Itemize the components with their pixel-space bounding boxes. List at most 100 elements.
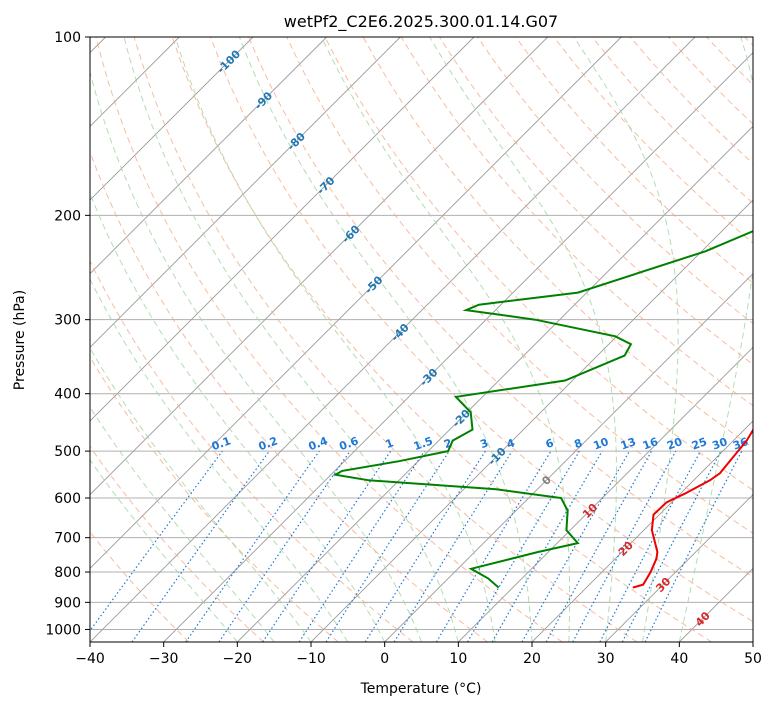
mixing-ratio-line bbox=[298, 450, 425, 642]
mixing-ratio-label: 1.5 bbox=[412, 434, 435, 453]
mixing-ratio-label: 0.6 bbox=[338, 434, 361, 453]
y-tick-label: 100 bbox=[54, 30, 81, 46]
x-tick-label: −30 bbox=[149, 651, 179, 667]
y-tick-label: 700 bbox=[54, 531, 81, 547]
dry-adiabat-line bbox=[90, 445, 264, 642]
y-tick-label: 400 bbox=[54, 387, 81, 403]
moist-adiabat-line bbox=[90, 459, 238, 642]
moist-adiabat-line bbox=[90, 406, 275, 642]
mixing-ratio-label: 30 bbox=[710, 435, 729, 453]
isotherm-line bbox=[90, 37, 327, 275]
chart-title: wetPf2_C2E6.2025.300.01.14.G07 bbox=[284, 12, 558, 32]
y-axis: 100 200 300 400 500 600 700 800 900 1000 bbox=[45, 30, 90, 638]
dry-adiabat-line bbox=[171, 37, 712, 642]
mixing-ratio-label: 16 bbox=[641, 435, 660, 453]
isotherm-line bbox=[90, 37, 401, 348]
mixing-ratio-label: 36 bbox=[731, 435, 750, 453]
moist-adiabat-line bbox=[573, 37, 679, 642]
mixing-ratio-line bbox=[393, 450, 513, 642]
moist-adiabat-line bbox=[678, 37, 753, 642]
x-axis: −40 −30 −20 −10 0 10 20 30 40 50 bbox=[75, 642, 762, 667]
mixing-ratio-line bbox=[521, 450, 631, 642]
mixing-ratio-label: 20 bbox=[665, 435, 684, 453]
moist-adiabat-line bbox=[123, 37, 459, 642]
y-axis-label: Pressure (hPa) bbox=[12, 290, 28, 390]
mixing-ratio-label: 1 bbox=[384, 436, 396, 451]
mixing-ratio-label: 0.4 bbox=[307, 434, 330, 453]
moist-adiabat-line bbox=[90, 347, 312, 642]
mixing-ratio-line bbox=[325, 450, 450, 642]
mixing-ratio-label: 10 bbox=[592, 435, 611, 453]
isotherm-line bbox=[237, 125, 753, 642]
mixing-ratio-line bbox=[644, 450, 743, 642]
mixing-ratio-line bbox=[218, 450, 351, 642]
y-tick-label: 900 bbox=[54, 595, 81, 611]
mixing-ratio-label: 0.1 bbox=[210, 434, 233, 453]
moist-adiabat-lines bbox=[90, 37, 753, 642]
mixing-ratio-label: 8 bbox=[572, 436, 584, 451]
moist-adiabat-line bbox=[90, 192, 386, 642]
mixing-ratio-line bbox=[90, 450, 223, 632]
x-tick-label: −40 bbox=[75, 651, 105, 667]
dry-adiabat-line bbox=[248, 37, 753, 578]
dry-adiabat-line bbox=[210, 37, 753, 623]
mixing-ratio-label: 2 bbox=[442, 436, 454, 451]
moist-adiabat-line bbox=[90, 70, 422, 642]
dry-adiabat-line bbox=[286, 37, 753, 534]
isotherm-line bbox=[90, 37, 475, 422]
dry-adiabat-line bbox=[95, 37, 563, 642]
mixing-ratio-line bbox=[185, 450, 320, 642]
moist-adiabat-line bbox=[429, 37, 617, 642]
dry-adiabat-line bbox=[90, 259, 414, 642]
dewpoint-profile-line bbox=[332, 230, 753, 589]
y-tick-label: 500 bbox=[54, 444, 81, 460]
x-tick-label: 10 bbox=[449, 651, 467, 667]
x-tick-label: 50 bbox=[744, 651, 762, 667]
x-tick-label: 20 bbox=[523, 651, 541, 667]
dry-adiabat-line bbox=[90, 356, 339, 642]
mixing-ratio-label: 4 bbox=[505, 436, 517, 451]
dry-adiabat-line bbox=[324, 37, 753, 491]
isotherm-line bbox=[90, 37, 254, 201]
moist-adiabat-line bbox=[90, 277, 349, 642]
isotherm-line bbox=[163, 52, 753, 642]
x-axis-label: Temperature (°C) bbox=[360, 681, 482, 697]
temperature-profile-line bbox=[632, 428, 753, 589]
mixing-ratio-label: 3 bbox=[478, 436, 490, 451]
mixing-ratio-line bbox=[545, 450, 653, 642]
y-tick-label: 1000 bbox=[45, 622, 81, 638]
mixing-ratio-line bbox=[131, 450, 270, 642]
moist-adiabat-line bbox=[238, 37, 533, 642]
plot-area: -100-90-80-70-60-50-40-30-20-10010203040… bbox=[90, 37, 753, 642]
mixing-ratio-label: 13 bbox=[619, 435, 638, 452]
mixing-ratio-line bbox=[572, 450, 677, 642]
y-tick-label: 800 bbox=[54, 565, 81, 581]
isotherm-line bbox=[384, 273, 753, 642]
plot-frame bbox=[89, 36, 754, 643]
mixing-ratio-label: 0.2 bbox=[257, 434, 280, 453]
y-tick-label: 600 bbox=[54, 491, 81, 507]
mixing-ratio-label: 25 bbox=[690, 435, 709, 452]
moist-adiabat-line bbox=[174, 37, 496, 642]
x-tick-label: 0 bbox=[380, 651, 389, 667]
mixing-ratio-label: 6 bbox=[544, 436, 556, 451]
mixing-ratio-lines bbox=[90, 450, 743, 642]
x-tick-label: −20 bbox=[223, 651, 253, 667]
x-tick-label: −10 bbox=[296, 651, 326, 667]
x-tick-label: 30 bbox=[597, 651, 615, 667]
dry-adiabat-line bbox=[515, 37, 753, 284]
isotherm-line bbox=[90, 37, 548, 496]
y-tick-label: 200 bbox=[54, 208, 81, 224]
isotherm-line bbox=[605, 494, 753, 642]
y-tick-label: 300 bbox=[54, 313, 81, 329]
mixing-ratio-labels: 0.1 0.2 0.4 0.6 1 1.5 2 3 4 6 8 10 13 16 20 25 30 36 bbox=[210, 434, 750, 453]
isotherm-line bbox=[90, 37, 622, 569]
mixing-ratio-line bbox=[262, 450, 392, 642]
isotherm-line bbox=[531, 420, 753, 642]
moist-adiabat-line bbox=[321, 37, 571, 642]
dry-adiabat-lines bbox=[90, 37, 753, 642]
x-tick-label: 40 bbox=[670, 651, 688, 667]
isotherm-line bbox=[458, 346, 753, 642]
dry-adiabat-line bbox=[133, 37, 638, 642]
